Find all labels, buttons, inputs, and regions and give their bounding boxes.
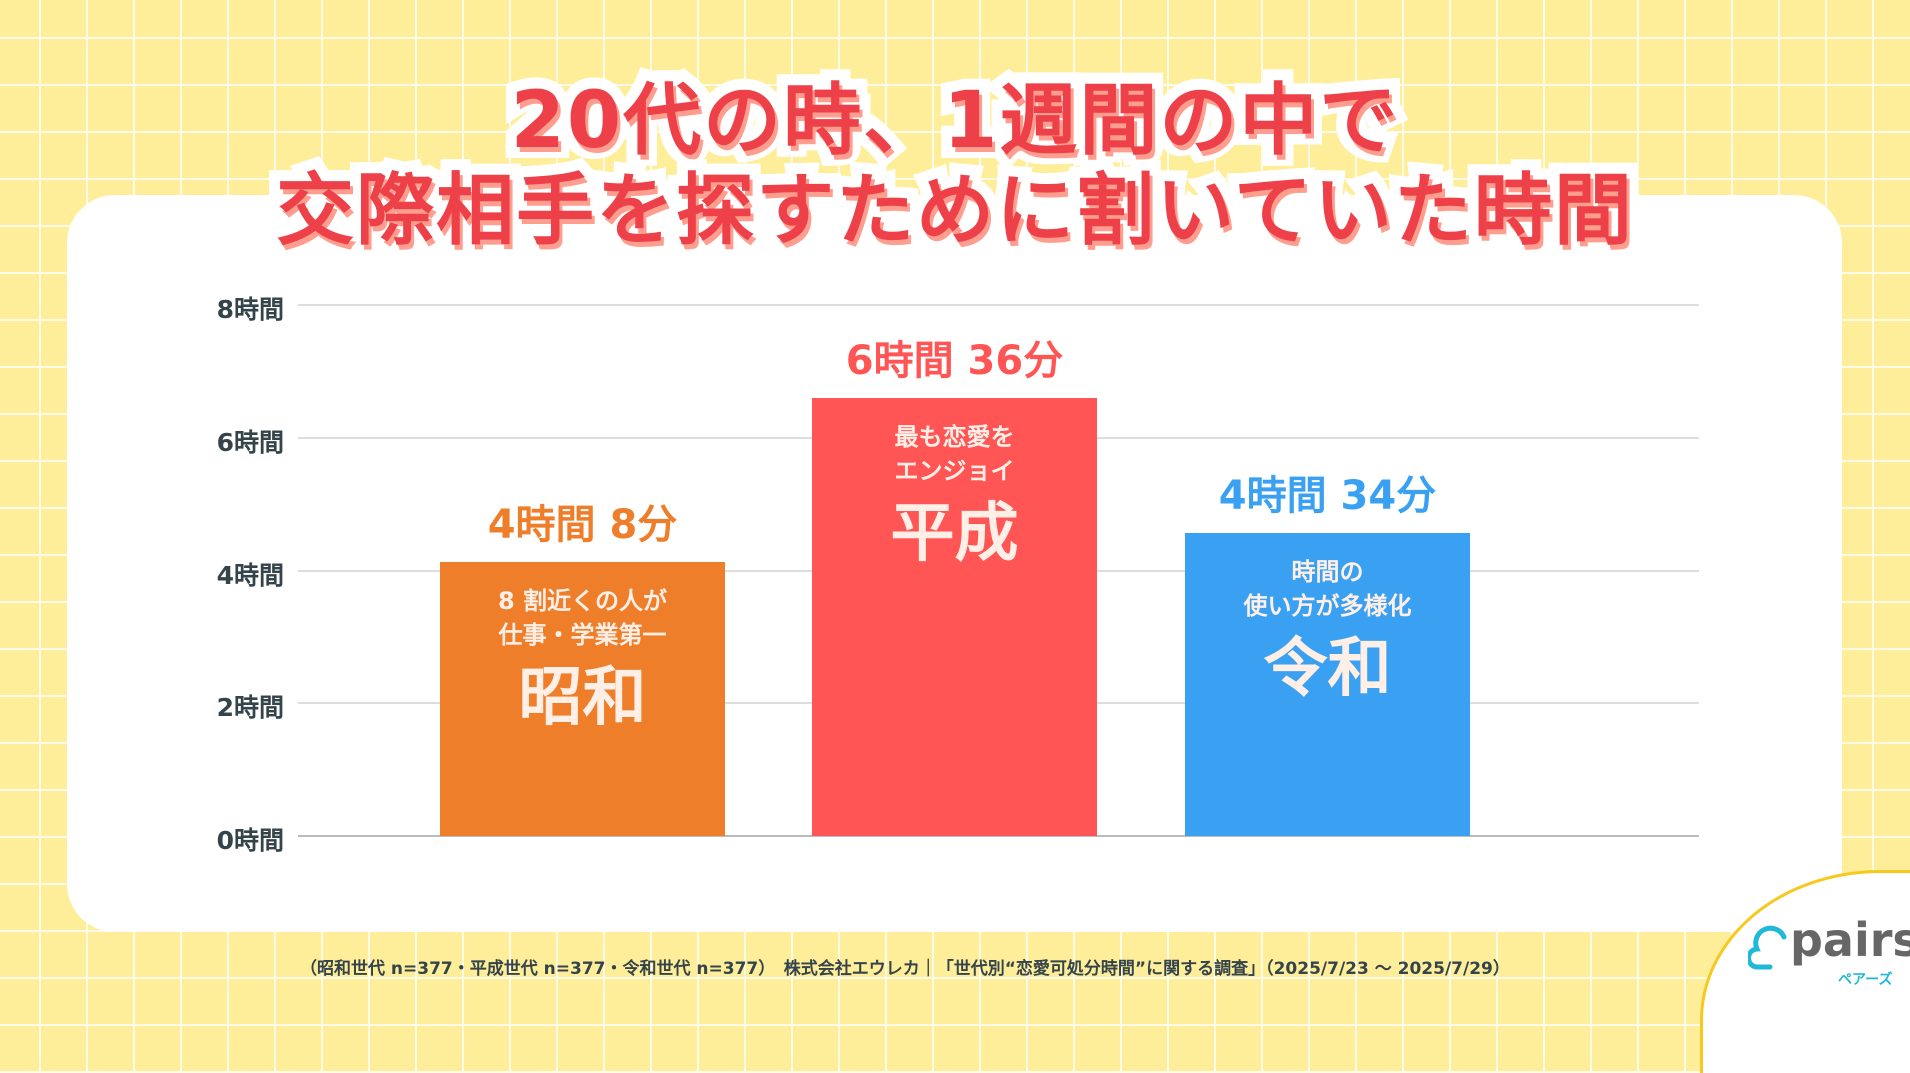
bar-3: 時間の使い方が多様化令和 xyxy=(1185,532,1470,836)
bar-note-line: 時間の xyxy=(1291,557,1364,586)
era-label: 昭和 xyxy=(518,660,647,735)
gridline xyxy=(298,304,1699,306)
era-label: 平成 xyxy=(890,496,1019,571)
title-line-1: 20代の時、1週間の中で xyxy=(500,65,1409,177)
bar-note-line: 仕事・学業第一 xyxy=(498,620,667,649)
era-label: 令和 xyxy=(1263,631,1392,706)
bar-note-line: エンジョイ xyxy=(894,456,1015,485)
y-tick-label: 2時間 xyxy=(216,693,284,723)
footnote: （昭和世代 n=377・平成世代 n=377・令和世代 n=377） 株式会社エ… xyxy=(300,959,1510,979)
y-tick-label: 8時間 xyxy=(216,295,284,324)
bar-note-line: 8 割近くの人が xyxy=(497,586,668,615)
bar-note-line: 最も恋愛を xyxy=(894,422,1015,451)
y-tick-label: 4時間 xyxy=(216,560,284,590)
logo-text: pairs xyxy=(1790,913,1910,967)
bar-1: 8 割近くの人が 仕事・学業第一昭和 xyxy=(440,561,725,836)
cloud-icon xyxy=(1746,925,1787,970)
pairs-logo: pairs ペアーズ xyxy=(1746,913,1910,988)
value-label: 6時間 36分 xyxy=(845,337,1064,384)
bar-note-line: 使い方が多様化 xyxy=(1243,591,1412,620)
value-label: 4時間 34分 xyxy=(1218,472,1437,519)
bar-2: 最も恋愛をエンジョイ平成 xyxy=(812,397,1097,836)
title-line-2: 交際相手を探すために割いていた時間 xyxy=(265,155,1643,267)
logo-kana: ペアーズ xyxy=(1838,972,1893,988)
y-tick-label: 0時間 xyxy=(216,826,284,855)
value-label: 4時間 8分 xyxy=(487,501,678,548)
gridline xyxy=(298,835,1699,837)
y-tick-label: 6時間 xyxy=(216,427,284,457)
